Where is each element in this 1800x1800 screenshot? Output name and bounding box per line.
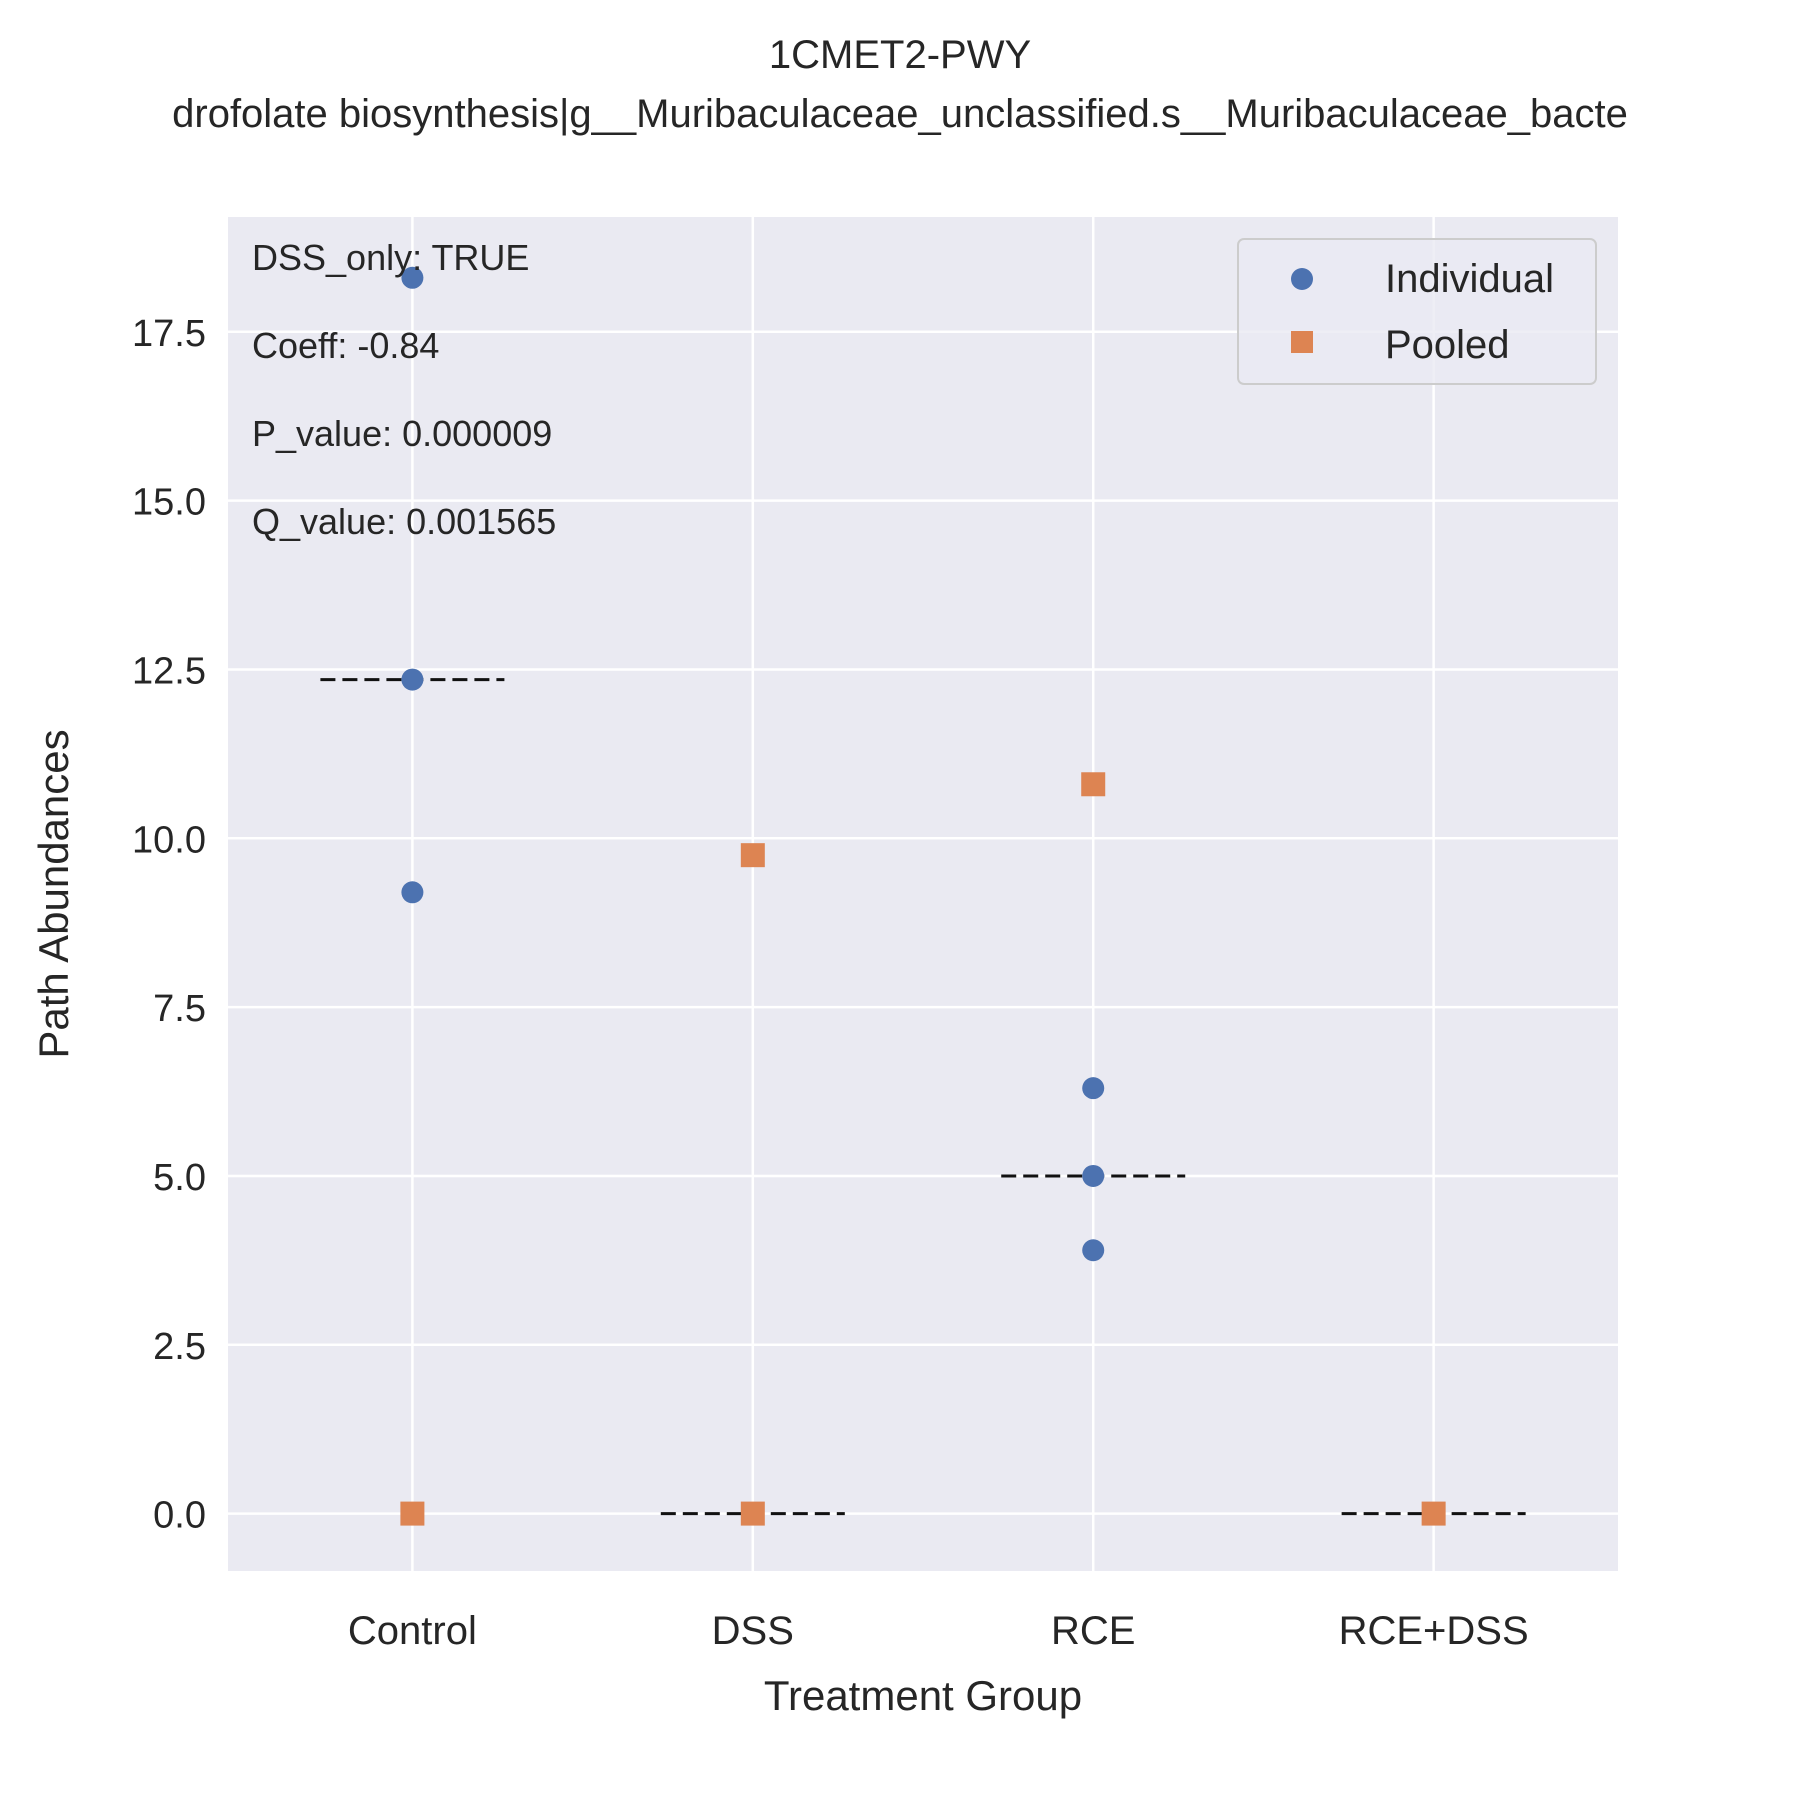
legend-marker-individual <box>1291 268 1313 290</box>
legend: Individual Pooled <box>1237 238 1597 385</box>
y-tick-label: 2.5 <box>153 1326 206 1368</box>
legend-label-pooled: Pooled <box>1385 323 1510 367</box>
legend-label-individual: Individual <box>1385 257 1554 301</box>
x-tick-label: RCE <box>1051 1609 1135 1653</box>
annotation-text: P_value: 0.000009 <box>252 413 552 454</box>
point-pooled <box>1421 1501 1446 1526</box>
y-tick-label: 7.5 <box>153 988 206 1030</box>
y-tick-label: 10.0 <box>132 819 206 861</box>
y-tick-label: 0.0 <box>153 1495 206 1537</box>
point-pooled <box>740 843 765 868</box>
stats-annotations: DSS_only: TRUE Coeff: -0.84 P_value: 0.000… <box>252 237 556 542</box>
y-tick-label: 15.0 <box>132 482 206 524</box>
point-pooled <box>1081 772 1106 797</box>
y-axis-label: Path Abundances <box>30 729 77 1058</box>
point-individual <box>1082 1164 1105 1187</box>
y-grid <box>228 330 1618 1515</box>
x-tick-label: RCE+DSS <box>1339 1609 1529 1653</box>
annotation-text: Coeff: -0.84 <box>252 325 439 366</box>
point-pooled <box>400 1501 425 1526</box>
point-individual <box>401 668 424 691</box>
data-points <box>400 266 1446 1526</box>
chart-title: 1CMET2-PWY <box>769 33 1031 77</box>
y-tick-labels: 0.0 2.5 5.0 7.5 10.0 12.5 15.0 17.5 <box>132 313 206 1537</box>
legend-box <box>1237 238 1597 385</box>
point-individual <box>1082 1077 1105 1100</box>
x-tick-labels: Control DSS RCE RCE+DSS <box>348 1609 1529 1653</box>
point-individual <box>401 881 424 904</box>
point-individual <box>1082 1239 1105 1262</box>
x-tick-label: Control <box>348 1609 477 1653</box>
y-tick-label: 12.5 <box>132 650 206 692</box>
y-tick-label: 5.0 <box>153 1157 206 1199</box>
annotation-text: DSS_only: TRUE <box>252 237 529 278</box>
y-tick-label: 17.5 <box>132 313 206 355</box>
point-individual <box>401 266 424 289</box>
x-grid <box>411 217 1435 1571</box>
legend-marker-pooled <box>1291 331 1313 353</box>
annotation-text: Q_value: 0.001565 <box>252 501 556 542</box>
point-pooled <box>740 1501 765 1526</box>
chart-subtitle: drofolate biosynthesis|g__Muribaculaceae… <box>172 92 1628 136</box>
x-tick-label: DSS <box>712 1609 794 1653</box>
x-axis-label: Treatment Group <box>764 1672 1082 1719</box>
